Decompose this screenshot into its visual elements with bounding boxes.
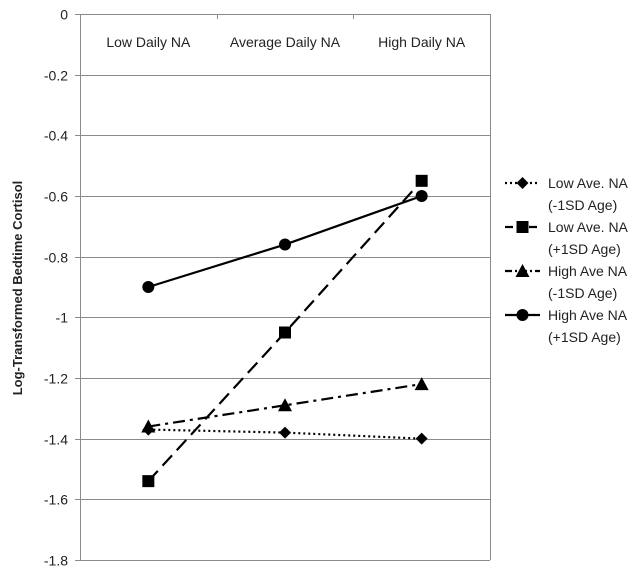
y-tick-label: -1.6 xyxy=(44,492,68,508)
square-marker xyxy=(279,326,291,339)
diamond-marker xyxy=(516,177,529,189)
circle-marker xyxy=(516,309,529,321)
legend-label: (-1SD Age) xyxy=(548,197,617,213)
legend-label: Low Ave. NA xyxy=(548,175,629,191)
legend-item: Low Ave. NA (+1SD Age) xyxy=(505,219,629,257)
y-tick-label: -1.4 xyxy=(44,432,68,448)
x-category-label: Low Daily NA xyxy=(106,34,191,50)
series-group xyxy=(141,174,429,488)
legend: Low Ave. NA (-1SD Age) Low Ave. NA (+1SD Ag… xyxy=(505,175,629,345)
y-tick-label: -0.6 xyxy=(44,189,68,205)
triangle-marker xyxy=(141,419,156,433)
circle-marker xyxy=(415,190,428,202)
circle-marker xyxy=(142,281,155,293)
category-labels: Low Daily NA Average Daily NA High Daily N… xyxy=(106,34,466,50)
y-tick-labels: 0 -0.2 -0.4 -0.6 -0.8 -1 -1.2 -1.4 -1.6 -1.8 xyxy=(44,7,68,567)
series xyxy=(141,377,429,433)
y-tick-label: -1.2 xyxy=(44,371,68,387)
legend-label: (+1SD Age) xyxy=(548,241,621,257)
gridlines xyxy=(80,14,490,561)
x-category-label: High Daily NA xyxy=(378,34,466,50)
legend-item: Low Ave. NA (-1SD Age) xyxy=(505,175,629,213)
circle-marker xyxy=(279,238,291,251)
square-marker xyxy=(516,221,529,233)
legend-label: High Ave NA xyxy=(548,263,628,279)
legend-item: High Ave NA (-1SD Age) xyxy=(505,263,628,301)
axes xyxy=(75,14,491,561)
y-tick-label: -0.8 xyxy=(44,250,68,266)
legend-label: (-1SD Age) xyxy=(548,285,617,301)
y-tick-label: -0.2 xyxy=(44,68,68,84)
y-tick-label: -1 xyxy=(56,310,69,326)
diamond-marker xyxy=(279,426,291,439)
square-marker xyxy=(415,174,428,187)
y-tick-label: -0.4 xyxy=(44,128,68,144)
series xyxy=(142,174,428,488)
legend-label: (+1SD Age) xyxy=(548,329,621,345)
triangle-marker xyxy=(414,377,429,391)
series xyxy=(142,190,428,293)
x-category-label: Average Daily NA xyxy=(230,34,341,50)
legend-label: Low Ave. NA xyxy=(548,219,629,235)
triangle-marker xyxy=(278,398,292,412)
triangle-marker xyxy=(515,264,530,277)
y-tick-label: 0 xyxy=(60,7,68,23)
legend-item: High Ave NA (+1SD Age) xyxy=(505,307,628,345)
y-tick-label: -1.8 xyxy=(44,553,68,567)
legend-label: High Ave NA xyxy=(548,307,628,323)
y-axis-label: Log-Transformed Bedtime Cortisol xyxy=(10,181,25,396)
square-marker xyxy=(142,475,155,488)
series-line xyxy=(148,382,422,428)
diamond-marker xyxy=(415,432,428,445)
